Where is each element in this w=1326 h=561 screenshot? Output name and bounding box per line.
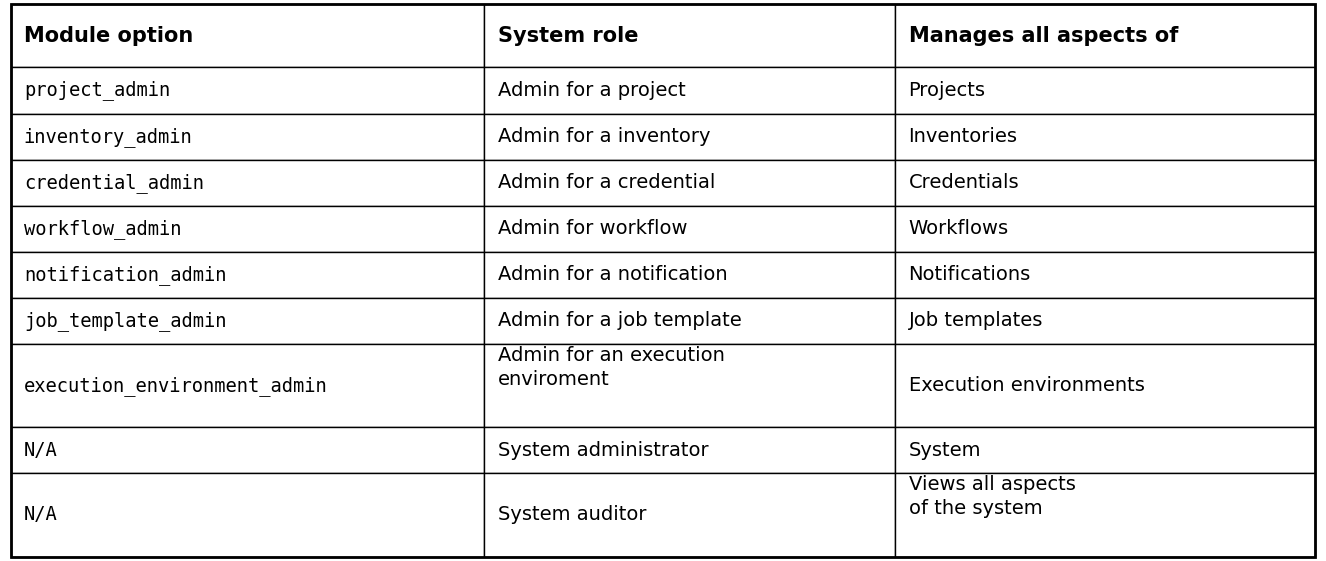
Bar (895, 160, 1315, 206)
Text: Workflows: Workflows (908, 219, 1009, 238)
Text: Admin for a inventory: Admin for a inventory (497, 127, 709, 146)
Text: N/A: N/A (24, 505, 57, 525)
Bar (11, 427, 484, 473)
Bar (484, 298, 895, 344)
Text: N/A: N/A (24, 441, 57, 460)
Bar (11, 252, 484, 298)
Bar (895, 252, 1315, 298)
Text: Views all aspects
of the system: Views all aspects of the system (908, 475, 1075, 518)
Text: System administrator: System administrator (497, 441, 708, 460)
Text: Inventories: Inventories (908, 127, 1017, 146)
Text: job_template_admin: job_template_admin (24, 311, 227, 331)
Bar (895, 4, 1315, 67)
Bar (484, 4, 895, 67)
Bar (484, 67, 895, 113)
Bar (484, 427, 895, 473)
Text: Admin for a notification: Admin for a notification (497, 265, 727, 284)
Bar (895, 427, 1315, 473)
Text: notification_admin: notification_admin (24, 265, 227, 285)
Text: workflow_admin: workflow_admin (24, 219, 182, 239)
Bar (484, 473, 895, 557)
Bar (484, 344, 895, 427)
Text: execution_environment_admin: execution_environment_admin (24, 376, 328, 396)
Text: Notifications: Notifications (908, 265, 1030, 284)
Bar (11, 473, 484, 557)
Text: System: System (908, 441, 981, 460)
Bar (895, 206, 1315, 252)
Bar (11, 160, 484, 206)
Text: Admin for a credential: Admin for a credential (497, 173, 715, 192)
Bar (484, 206, 895, 252)
Bar (11, 206, 484, 252)
Text: Admin for a job template: Admin for a job template (497, 311, 741, 330)
Bar (895, 298, 1315, 344)
Bar (11, 298, 484, 344)
Text: Credentials: Credentials (908, 173, 1020, 192)
Bar (895, 113, 1315, 160)
Bar (895, 67, 1315, 113)
Text: Module option: Module option (24, 26, 194, 46)
Text: System role: System role (497, 26, 638, 46)
Bar (11, 67, 484, 113)
Text: inventory_admin: inventory_admin (24, 127, 192, 146)
Bar (11, 4, 484, 67)
Bar (484, 113, 895, 160)
Bar (484, 160, 895, 206)
Bar (895, 344, 1315, 427)
Text: credential_admin: credential_admin (24, 173, 204, 192)
Text: System auditor: System auditor (497, 505, 646, 525)
Bar (11, 344, 484, 427)
Text: project_admin: project_admin (24, 81, 170, 100)
Text: Manages all aspects of: Manages all aspects of (908, 26, 1177, 46)
Bar (484, 252, 895, 298)
Text: Execution environments: Execution environments (908, 376, 1144, 395)
Text: Admin for workflow: Admin for workflow (497, 219, 687, 238)
Text: Projects: Projects (908, 81, 985, 100)
Text: Admin for an execution
enviroment: Admin for an execution enviroment (497, 346, 724, 389)
Text: Admin for a project: Admin for a project (497, 81, 686, 100)
Bar (11, 113, 484, 160)
Bar (895, 473, 1315, 557)
Text: Job templates: Job templates (908, 311, 1042, 330)
